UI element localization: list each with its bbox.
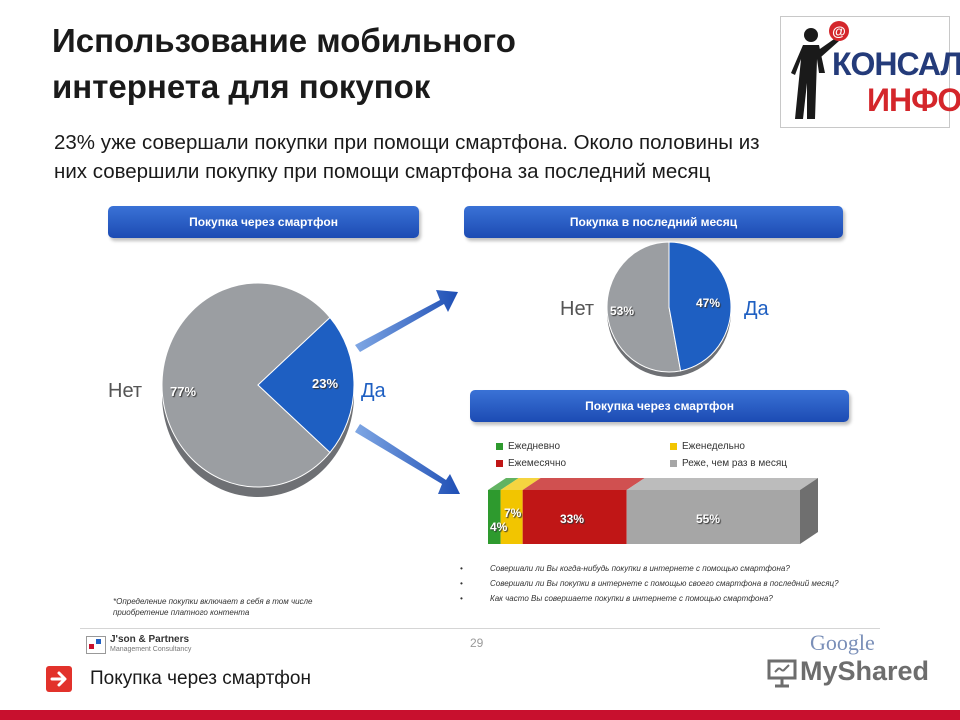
myshared-logo: MyShared <box>800 656 930 686</box>
chart-header-last-month: Покупка в последний месяц <box>464 206 843 238</box>
bar-segment-0 <box>488 490 501 544</box>
pie2-no-label: Нет <box>560 298 595 320</box>
bar-value-weekly: 7% <box>504 506 522 520</box>
subtitle-line-2: них совершили покупку при помощи смартфо… <box>54 160 711 183</box>
legend-swatch-daily <box>496 442 503 450</box>
legend-swatch-rarely <box>670 459 677 467</box>
logo-square-red <box>89 644 94 649</box>
bar-top-1 <box>500 478 541 490</box>
pie1-slice-no <box>161 282 331 488</box>
pie1-yes-label: Да <box>361 380 386 402</box>
legend-item-daily: Ежедневно <box>496 441 560 452</box>
pie1-no-label: Нет <box>108 380 143 402</box>
legend-label-rarely: Реже, чем раз в месяц <box>682 458 787 469</box>
arrow-down-icon <box>355 424 460 494</box>
footnote-line-1: *Определение покупки включает в себя в т… <box>113 597 313 606</box>
json-partners-brand: J'son & Partners <box>110 634 190 645</box>
page-title: Использование мобильного интернета для п… <box>52 18 752 110</box>
legend-label-daily: Ежедневно <box>508 441 561 452</box>
chart-header-frequency: Покупка через смартфон <box>470 390 849 422</box>
logo-text-line-1: КОНСАЛТ <box>832 46 960 82</box>
legend-item-monthly: Ежемесячно <box>496 458 566 469</box>
pie-chart-purchase-smartphone <box>161 282 355 497</box>
stacked-bar-chart-frequency <box>488 478 818 544</box>
divider <box>80 628 880 629</box>
logo-text-line-2: ИНФО <box>867 82 960 118</box>
question-item: • Совершали ли Вы когда-нибудь покупки в … <box>460 564 840 574</box>
bar-top-2 <box>522 478 645 490</box>
question-text: Совершали ли Вы покупки в интернете с по… <box>490 579 839 588</box>
bar-value-rarely: 55% <box>696 512 721 526</box>
pie2-yes-value: 47% <box>696 296 721 310</box>
json-partners-logo-icon <box>86 636 106 654</box>
json-partners-subtitle: Management Consultancy <box>110 646 192 653</box>
logo-at-icon: @ <box>829 21 849 41</box>
bar-segment-2 <box>522 490 627 544</box>
footnote: *Определение покупки включает в себя в т… <box>113 596 403 618</box>
arrow-up-icon <box>355 290 458 352</box>
question-item: • Совершали ли Вы покупки в интернете с п… <box>460 579 840 589</box>
pie2-slice-no <box>606 241 682 373</box>
pie2-yes-label: Да <box>744 298 769 320</box>
arrow-right-icon[interactable] <box>46 666 72 692</box>
question-text: Как часто Вы совершаете покупки в интерн… <box>490 594 773 603</box>
bar-value-daily: 4% <box>490 520 508 534</box>
bar-value-monthly: 33% <box>560 512 585 526</box>
bullet: • <box>460 579 463 588</box>
presentation-icon <box>767 659 797 688</box>
question-list: • Совершали ли Вы когда-нибудь покупки в … <box>460 564 840 604</box>
footnote-line-2: приобретение платного контента <box>113 608 250 617</box>
bar-side-face <box>800 478 818 544</box>
legend-item-rarely: Реже, чем раз в месяц <box>670 458 787 469</box>
bar-segment-1 <box>500 490 523 544</box>
page-number: 29 <box>470 636 484 650</box>
logo-figure-icon <box>791 28 839 119</box>
pie1-yes-value: 23% <box>312 376 339 391</box>
subtitle-line-1: 23% уже совершали покупки при помощи сма… <box>54 131 760 154</box>
legend-label-monthly: Ежемесячно <box>508 458 567 469</box>
google-logo: Google <box>810 630 875 655</box>
subtitle: 23% уже совершали покупки при помощи сма… <box>54 128 914 186</box>
bar-top-0 <box>488 478 519 490</box>
pie2-slice-yes <box>668 241 732 372</box>
title-line-1: Использование мобильного <box>52 22 516 59</box>
konsalt-info-logo: @ КОНСАЛТ ИНФО <box>780 16 960 128</box>
legend-swatch-monthly <box>496 459 503 467</box>
question-text: Совершали ли Вы когда-нибудь покупки в и… <box>490 564 790 573</box>
legend-label-weekly: Еженедельно <box>682 441 745 452</box>
footer-link-label[interactable]: Покупка через смартфон <box>90 668 311 689</box>
chart-header-purchase-smartphone: Покупка через смартфон <box>108 206 419 238</box>
logo-square-blue <box>96 639 101 644</box>
bullet: • <box>460 564 463 573</box>
legend-item-weekly: Еженедельно <box>670 441 745 452</box>
legend-swatch-weekly <box>670 442 677 450</box>
pie1-slice-yes <box>257 316 355 454</box>
footer-bar <box>0 710 960 720</box>
question-item: • Как часто Вы совершаете покупки в интер… <box>460 594 840 604</box>
bar-top-3 <box>626 478 818 490</box>
bar-segment-3 <box>626 490 800 544</box>
pie2-no-value: 53% <box>610 304 635 318</box>
title-line-2: интернета для покупок <box>52 68 431 105</box>
pie1-no-value: 77% <box>170 384 197 399</box>
bullet: • <box>460 594 463 603</box>
pie-chart-last-month <box>606 241 732 377</box>
